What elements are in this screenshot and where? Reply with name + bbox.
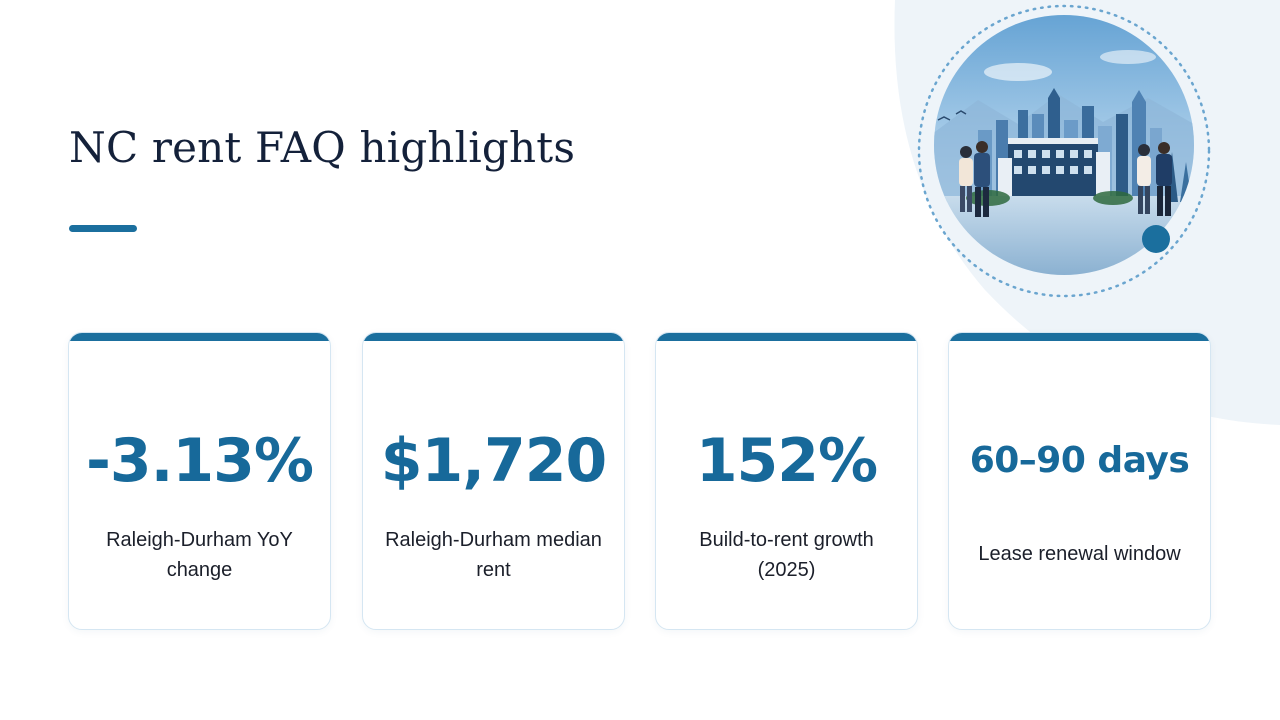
stat-card: -3.13% Raleigh-Durham YoY change — [68, 332, 331, 630]
stat-value: -3.13% — [85, 426, 314, 496]
title-underline — [69, 225, 137, 232]
stat-label: Raleigh-Durham median rent — [385, 529, 602, 581]
stat-value: 152% — [695, 426, 878, 496]
stat-card: 152% Build-to-rent growth (2025) — [655, 332, 918, 630]
card-accent-bar — [949, 333, 1210, 341]
page-title: NC rent FAQ highlights — [69, 123, 576, 172]
stats-row: -3.13% Raleigh-Durham YoY change $1,720 … — [68, 332, 1214, 632]
card-accent-bar — [363, 333, 624, 341]
stat-label: Lease renewal window — [978, 543, 1181, 565]
stat-value: $1,720 — [380, 426, 608, 496]
city-skyline-illustration-icon — [917, 4, 1211, 298]
stat-label: Build-to-rent growth (2025) — [699, 529, 874, 581]
card-accent-bar — [656, 333, 917, 341]
stat-card: 60–90 days Lease renewal window — [948, 332, 1211, 630]
stat-label: Raleigh-Durham YoY change — [106, 529, 293, 581]
stat-card: $1,720 Raleigh-Durham median rent — [362, 332, 625, 630]
card-accent-bar — [69, 333, 330, 341]
stat-value: 60–90 days — [969, 440, 1190, 481]
